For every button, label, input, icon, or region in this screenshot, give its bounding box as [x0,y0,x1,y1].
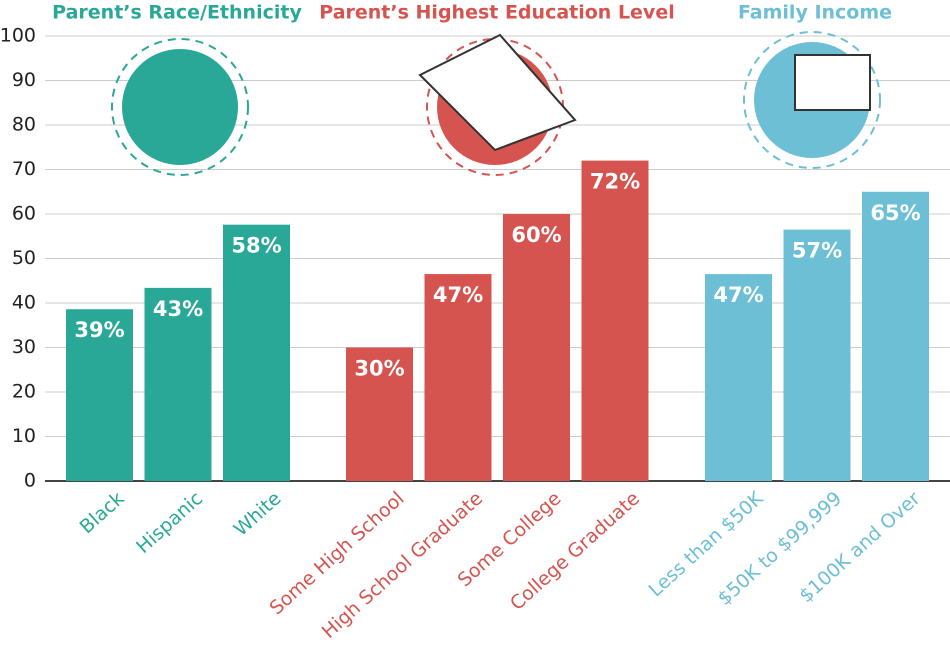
y-tick-label: 90 [12,69,36,91]
bar [144,287,212,481]
y-tick-label: 40 [12,292,36,314]
x-tick-label: High School Graduate [318,487,487,642]
bar [503,214,570,481]
bar [223,224,290,481]
x-tick-label: College Graduate [506,487,644,614]
icon-cap-top [418,33,577,152]
icon-people [122,49,238,165]
bar [581,160,649,481]
icons [111,31,881,176]
group-title: Parent’s Race/Ethnicity [52,2,302,24]
value-label: 39% [74,318,124,342]
value-label: 72% [590,170,640,194]
value-label: 47% [713,283,763,307]
value-label: 57% [792,239,842,263]
y-tick-label: 30 [12,336,36,358]
icon-ring [111,38,249,176]
group-title: Family Income [738,2,892,24]
bar [424,274,492,481]
y-tick-label: 10 [12,425,36,447]
x-tick-label: Some High School [265,487,408,619]
value-label: 43% [153,297,203,321]
y-tick-label: 60 [12,203,36,225]
value-label: 60% [511,223,561,247]
bar [705,274,772,481]
icon-bill [794,54,871,111]
bar [346,347,413,481]
value-label: 30% [354,357,404,381]
group-title: Parent’s Highest Education Level [319,2,674,24]
x-tick-label: Black [76,487,129,538]
bar [66,309,133,481]
value-label: 47% [433,283,483,307]
y-tick-label: 0 [24,470,36,492]
bar [862,191,929,481]
icon-ring [743,31,881,169]
y-tick-label: 20 [12,381,36,403]
value-label: 65% [870,201,920,225]
x-tick-label: White [230,487,286,540]
x-tick-label: Hispanic [132,487,207,558]
bar [783,229,851,481]
value-label: 58% [231,234,281,258]
y-tick-label: 70 [12,158,36,180]
y-tick-label: 80 [12,114,36,136]
y-tick-label: 50 [12,247,36,269]
y-tick-label: 100 [0,25,36,47]
